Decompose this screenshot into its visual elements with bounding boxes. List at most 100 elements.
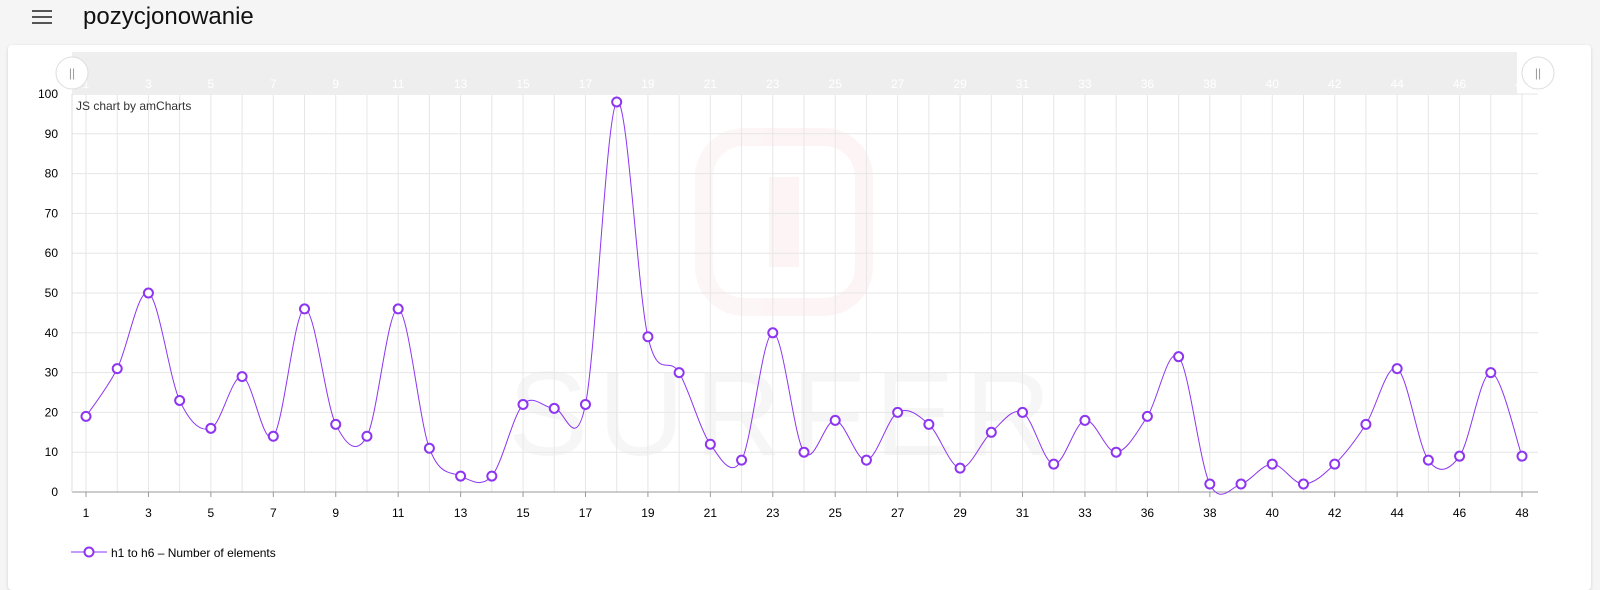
data-point[interactable] (1297, 478, 1309, 490)
y-tick-label: 20 (45, 405, 59, 419)
scrollbar-label: 1 (83, 77, 90, 91)
x-tick-label: 13 (454, 506, 468, 520)
data-point[interactable] (486, 470, 498, 482)
x-tick-label: 46 (1453, 506, 1467, 520)
x-tick-label: 33 (1078, 506, 1092, 520)
data-point[interactable] (330, 418, 342, 430)
series-h1-h6 (80, 96, 1528, 495)
data-point[interactable] (1422, 454, 1434, 466)
data-point[interactable] (1048, 458, 1060, 470)
top-bar: pozycjonowanie (0, 0, 1600, 40)
legend-marker-icon (83, 546, 95, 558)
scrollbar-label: 17 (579, 77, 593, 91)
data-point[interactable] (1204, 478, 1216, 490)
data-point[interactable] (860, 454, 872, 466)
y-tick-label: 30 (45, 366, 59, 380)
scrollbar-right-grip[interactable]: || (1521, 56, 1555, 90)
data-point[interactable] (1329, 458, 1341, 470)
data-point[interactable] (517, 398, 529, 410)
watermark-logo-icon (695, 128, 873, 316)
chart-card: SURFER 135791113151719212325272931333638… (8, 45, 1591, 590)
data-point[interactable] (142, 287, 154, 299)
x-tick-label: 15 (516, 506, 530, 520)
scrollbar-label: 7 (270, 77, 277, 91)
scrollbar-label: 3 (145, 77, 152, 91)
watermark: SURFER (695, 128, 873, 316)
data-point[interactable] (1079, 414, 1091, 426)
data-point[interactable] (1141, 410, 1153, 422)
x-tick-label: 7 (270, 506, 277, 520)
scrollbar-label: 40 (1266, 77, 1280, 91)
x-tick-label: 31 (1016, 506, 1030, 520)
data-point[interactable] (1360, 418, 1372, 430)
data-point[interactable] (267, 430, 279, 442)
scrollbar-label: 11 (392, 77, 405, 91)
y-tick-label: 50 (45, 286, 59, 300)
svg-text:||: || (69, 66, 75, 80)
data-point[interactable] (111, 363, 123, 375)
scrollbar-label: 31 (1016, 77, 1030, 91)
data-point[interactable] (361, 430, 373, 442)
data-point[interactable] (236, 371, 248, 383)
y-tick-label: 60 (45, 246, 59, 260)
chart-scrollbar[interactable]: 1 3 5 7 9 11 13 15 17 19 21 23 25 27 29 31 33 36 38 40 42 44 4… (55, 52, 1555, 95)
data-point[interactable] (1516, 450, 1528, 462)
scrollbar-left-grip[interactable]: || (55, 56, 89, 90)
x-tick-label: 19 (641, 506, 655, 520)
scrollbar-label: 23 (766, 77, 780, 91)
x-tick-label: 5 (208, 506, 215, 520)
scrollbar-label: 15 (516, 77, 530, 91)
scrollbar-label: 38 (1203, 77, 1217, 91)
hamburger-menu-icon[interactable] (30, 7, 54, 27)
data-point[interactable] (423, 442, 435, 454)
legend-label: h1 to h6 – Number of elements (111, 546, 276, 560)
svg-text:||: || (1535, 66, 1541, 80)
data-point[interactable] (1266, 458, 1278, 470)
data-point[interactable] (1485, 367, 1497, 379)
scrollbar-label: 25 (829, 77, 843, 91)
scrollbar-label: 5 (208, 77, 215, 91)
data-point[interactable] (1391, 363, 1403, 375)
chart-credit[interactable]: JS chart by amCharts (76, 99, 191, 113)
data-point[interactable] (579, 398, 591, 410)
x-tick-label: 36 (1141, 506, 1155, 520)
data-point[interactable] (829, 414, 841, 426)
data-point[interactable] (642, 331, 654, 343)
y-tick-label: 100 (38, 87, 58, 101)
data-point[interactable] (736, 454, 748, 466)
x-tick-label: 1 (83, 506, 90, 520)
data-point[interactable] (455, 470, 467, 482)
data-point[interactable] (767, 327, 779, 339)
y-tick-label: 70 (45, 206, 59, 220)
x-tick-label: 3 (145, 506, 152, 520)
scrollbar-label: 44 (1390, 77, 1404, 91)
data-point[interactable] (1173, 351, 1185, 363)
y-tick-label: 90 (45, 127, 59, 141)
y-tick-label: 40 (45, 326, 59, 340)
data-point[interactable] (1235, 478, 1247, 490)
data-point[interactable] (174, 394, 186, 406)
scrollbar-label: 42 (1328, 77, 1342, 91)
scrollbar-label: 29 (953, 77, 967, 91)
data-point[interactable] (798, 446, 810, 458)
data-point[interactable] (954, 462, 966, 474)
data-point[interactable] (392, 303, 404, 315)
data-point[interactable] (299, 303, 311, 315)
data-point[interactable] (892, 406, 904, 418)
scrollbar-track[interactable] (72, 52, 1517, 95)
x-tick-label: 25 (829, 506, 843, 520)
scrollbar-label: 33 (1078, 77, 1092, 91)
data-point[interactable] (1017, 406, 1029, 418)
data-point[interactable] (923, 418, 935, 430)
data-point[interactable] (673, 367, 685, 379)
data-point[interactable] (205, 422, 217, 434)
data-point[interactable] (985, 426, 997, 438)
data-point[interactable] (1110, 446, 1122, 458)
x-tick-label: 48 (1515, 506, 1529, 520)
data-point[interactable] (704, 438, 716, 450)
data-point[interactable] (611, 96, 623, 108)
data-point[interactable] (1454, 450, 1466, 462)
data-point[interactable] (548, 402, 560, 414)
data-point[interactable] (80, 410, 92, 422)
legend[interactable]: h1 to h6 – Number of elements (71, 546, 276, 560)
